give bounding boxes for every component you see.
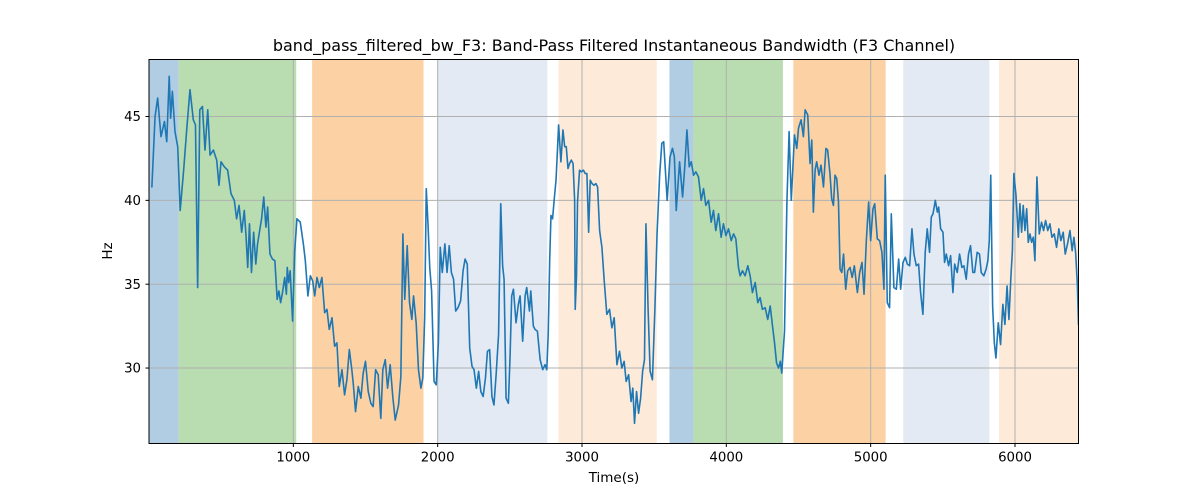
chart-title: band_pass_filtered_bw_F3: Band-Pass Filt… — [272, 36, 956, 55]
band-region-blue-light-3 — [437, 59, 548, 444]
x-axis-label: Time(s) — [588, 470, 640, 486]
series-line-band_pass_filtered_bw_F3 — [151, 75, 1079, 425]
axes-frame — [148, 59, 1079, 444]
band-region-green-1 — [178, 59, 297, 444]
x-tick-label-1000: 1000 — [276, 451, 310, 466]
x-tick-label-6000: 6000 — [998, 451, 1032, 466]
x-tick-label-5000: 5000 — [854, 451, 888, 466]
x-tick-label-2000: 2000 — [421, 451, 455, 466]
y-tick-label-45: 45 — [124, 110, 141, 125]
y-tick-label-30: 30 — [124, 362, 141, 377]
band-region-blue-light-8 — [903, 59, 990, 444]
band-region-blue-5 — [669, 59, 694, 444]
y-tick-label-35: 35 — [124, 278, 141, 293]
y-tick-label-40: 40 — [124, 194, 141, 209]
x-tick-label-4000: 4000 — [709, 451, 743, 466]
x-tick-label-3000: 3000 — [565, 451, 599, 466]
y-axis-label: Hz — [100, 242, 116, 260]
band-region-green-6 — [693, 59, 783, 444]
